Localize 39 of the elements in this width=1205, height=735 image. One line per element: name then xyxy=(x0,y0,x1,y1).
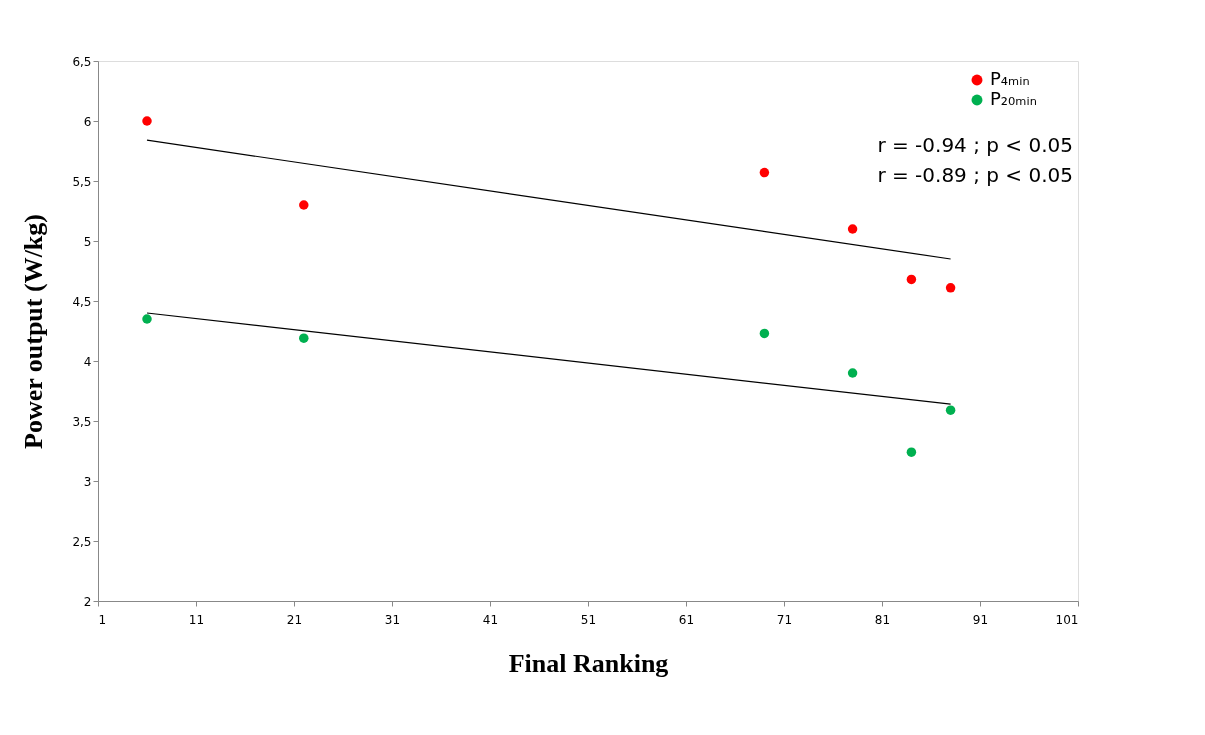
point xyxy=(906,447,917,457)
x-axis-title: Final Ranking xyxy=(508,648,669,678)
y-tick-label: 4,5 xyxy=(72,294,92,309)
annotation: r = -0.89 ; p < 0.05 xyxy=(877,163,1073,187)
point xyxy=(847,368,858,378)
y-tick-label: 3,5 xyxy=(72,414,92,429)
x-tick-label: 91 xyxy=(972,612,989,627)
x-tick-label: 81 xyxy=(874,612,891,627)
x-tick-label: 101 xyxy=(1055,612,1079,627)
point xyxy=(299,200,309,210)
x-tick-label: 31 xyxy=(384,612,401,627)
x-tick-label: 51 xyxy=(580,612,597,627)
point xyxy=(945,405,956,415)
point xyxy=(759,328,770,339)
x-tick-label: 1 xyxy=(98,612,107,627)
y-tick-label: 6,5 xyxy=(72,54,92,69)
y-tick-label: 5,5 xyxy=(72,174,92,189)
y-tick-label: 3 xyxy=(83,474,92,489)
point xyxy=(906,274,917,285)
legend-label: P₄ₘᵢₙ xyxy=(990,68,1030,89)
y-axis-title: Power output (W/kg) xyxy=(19,214,49,449)
point xyxy=(142,314,152,324)
y-tick-label: 6 xyxy=(83,114,92,129)
y-tick-label: 2,5 xyxy=(72,534,92,549)
point xyxy=(945,283,956,293)
x-tick-label: 21 xyxy=(286,612,303,627)
point xyxy=(847,224,858,234)
legend-label: P₂₀ₘᵢₙ xyxy=(990,88,1037,109)
x-tick-label: 41 xyxy=(482,612,499,627)
x-tick-label: 71 xyxy=(776,612,793,627)
x-tick-label: 61 xyxy=(678,612,695,627)
y-tick-label: 5 xyxy=(83,234,92,249)
x-tick-label: 11 xyxy=(188,612,205,627)
y-tick-label: 4 xyxy=(83,354,92,369)
point xyxy=(759,167,770,178)
point xyxy=(142,116,152,126)
y-tick-label: 2 xyxy=(83,594,92,609)
annotation: r = -0.94 ; p < 0.05 xyxy=(877,133,1073,157)
point xyxy=(299,333,309,343)
